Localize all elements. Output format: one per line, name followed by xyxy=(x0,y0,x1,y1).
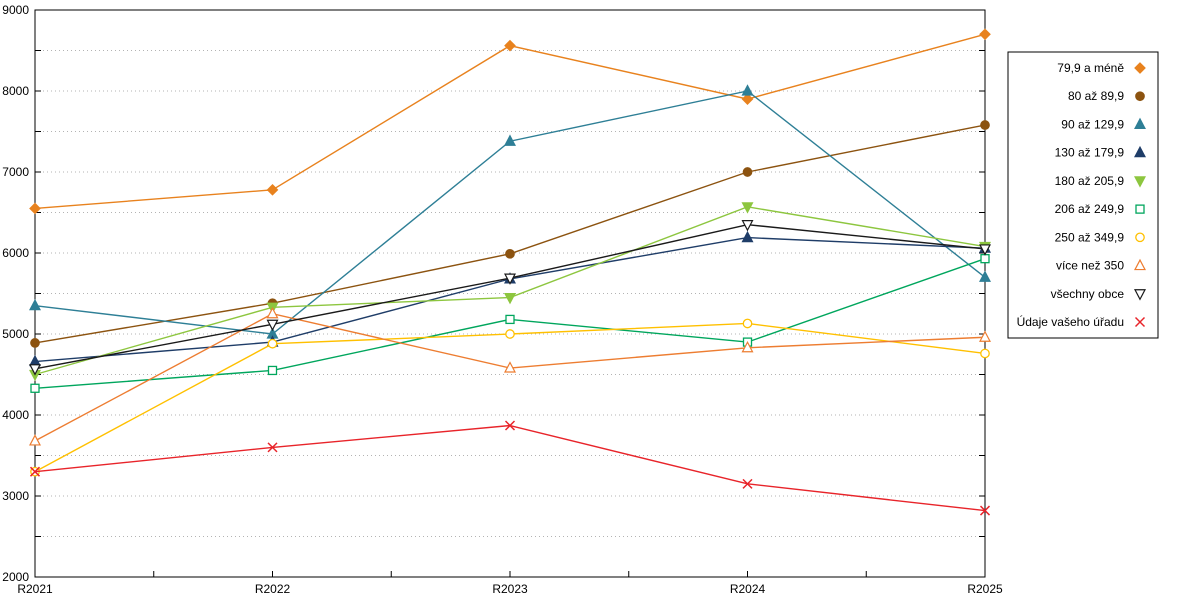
marker-circle-icon xyxy=(980,120,990,130)
x-axis-label: R2024 xyxy=(730,582,766,596)
marker-triangle-up-icon xyxy=(29,434,41,446)
legend-label: 206 až 249,9 xyxy=(1055,202,1125,216)
marker-triangle-up-icon xyxy=(1134,117,1146,130)
y-axis-label: 4000 xyxy=(2,408,29,422)
marker-triangle-down-icon xyxy=(266,319,279,332)
marker-triangle-down-icon xyxy=(741,220,754,232)
legend-item: 90 až 129,9 xyxy=(1061,117,1146,131)
marker-circle-icon xyxy=(980,348,990,359)
marker-x-icon xyxy=(267,442,278,453)
marker-triangle-up-icon xyxy=(29,298,41,311)
series-2 xyxy=(30,120,990,348)
marker-triangle-up-icon xyxy=(979,270,991,282)
series-line xyxy=(34,33,986,210)
legend-item: 180 až 205,9 xyxy=(1055,174,1146,188)
marker-x-icon xyxy=(1134,316,1146,328)
marker-square-icon xyxy=(980,254,990,264)
marker-triangle-down-icon xyxy=(741,202,754,214)
legend-label: 130 až 179,9 xyxy=(1055,146,1125,160)
series-10 xyxy=(29,420,991,516)
legend-item: 79,9 a méně xyxy=(1057,61,1146,75)
marker-diamond-icon xyxy=(29,202,41,215)
marker-diamond-icon xyxy=(266,183,279,196)
legend-item: 130 až 179,9 xyxy=(1055,145,1146,160)
marker-x-icon xyxy=(979,505,991,516)
x-axis-label: R2021 xyxy=(17,582,53,596)
marker-triangle-down-icon xyxy=(979,244,991,256)
legend-label: 90 až 129,9 xyxy=(1061,117,1124,131)
y-axis-label: 2000 xyxy=(2,570,29,584)
y-axis-label: 9000 xyxy=(2,3,29,17)
marker-triangle-up-icon xyxy=(741,230,754,243)
legend: 79,9 a méně 80 až 89,9 90 až 129,9 130 až 1… xyxy=(1007,51,1159,339)
marker-x-icon xyxy=(742,478,753,489)
marker-triangle-down-icon xyxy=(504,292,516,305)
marker-circle-icon xyxy=(742,318,753,329)
marker-triangle-up-icon xyxy=(266,306,279,319)
legend-label: 80 až 89,9 xyxy=(1068,89,1124,103)
marker-triangle-down-icon xyxy=(504,273,516,285)
y-axis-label: 7000 xyxy=(2,165,29,179)
marker-triangle-up-icon xyxy=(741,340,754,353)
marker-triangle-down-icon xyxy=(1134,176,1146,188)
marker-triangle-up-icon xyxy=(741,84,754,96)
series-line xyxy=(34,322,986,473)
marker-triangle-up-icon xyxy=(1134,258,1146,271)
y-axis-label: 3000 xyxy=(2,489,29,503)
axes: 2000 3000 4000 5000 6000 7000 8000 9000 R2021 R20… xyxy=(2,3,1003,596)
marker-triangle-up-icon xyxy=(979,330,991,342)
marker-square-icon xyxy=(1135,204,1145,214)
x-axis-label: R2022 xyxy=(255,582,291,596)
marker-circle-icon xyxy=(30,338,40,348)
marker-square-icon xyxy=(505,314,515,325)
marker-diamond-icon xyxy=(504,39,516,52)
marker-circle-icon xyxy=(1135,232,1145,243)
marker-triangle-up-icon xyxy=(1134,145,1146,158)
legend-label: Údaje vašeho úřadu xyxy=(1017,314,1124,329)
series-line xyxy=(34,424,986,512)
marker-circle-icon xyxy=(267,338,278,349)
series-3 xyxy=(29,84,991,339)
marker-circle-icon xyxy=(505,329,515,339)
legend-label: 79,9 a méně xyxy=(1057,61,1124,75)
series-8 xyxy=(29,306,991,446)
legend-item: 250 až 349,9 xyxy=(1055,230,1145,244)
marker-circle-icon xyxy=(1135,91,1145,102)
legend-item: Údaje vašeho úřadu xyxy=(1017,314,1146,329)
y-axis-label: 5000 xyxy=(2,327,29,341)
marker-square-icon xyxy=(267,365,278,376)
marker-circle-icon xyxy=(742,167,753,177)
marker-diamond-icon xyxy=(1134,62,1146,74)
marker-diamond-icon xyxy=(979,28,991,41)
legend-label: všechny obce xyxy=(1051,287,1125,301)
series-1 xyxy=(29,28,991,215)
series-6 xyxy=(30,254,990,393)
series-9 xyxy=(29,220,991,376)
marker-x-icon xyxy=(504,420,516,431)
y-axis-label: 8000 xyxy=(2,84,29,98)
x-axis-label: R2023 xyxy=(492,582,528,596)
series-5 xyxy=(29,202,991,382)
x-axis-label: R2025 xyxy=(967,582,1003,596)
legend-label: 250 až 349,9 xyxy=(1055,230,1125,244)
legend-item: 206 až 249,9 xyxy=(1055,202,1145,216)
legend-item: více než 350 xyxy=(1056,258,1146,273)
marker-square-icon xyxy=(30,383,40,393)
marker-triangle-down-icon xyxy=(29,364,41,376)
y-axis-label: 6000 xyxy=(2,246,29,260)
marker-circle-icon xyxy=(505,248,515,259)
marker-x-icon xyxy=(29,466,41,477)
marker-triangle-up-icon xyxy=(504,361,516,373)
legend-label: více než 350 xyxy=(1056,259,1124,273)
marker-triangle-down-icon xyxy=(1134,289,1146,301)
legend-item: 80 až 89,9 xyxy=(1068,89,1145,103)
legend-item: všechny obce xyxy=(1051,287,1146,301)
marker-triangle-up-icon xyxy=(504,134,516,146)
legend-box xyxy=(1007,51,1159,339)
marker-diamond-icon xyxy=(741,93,754,105)
legend-label: 180 až 205,9 xyxy=(1055,174,1125,188)
